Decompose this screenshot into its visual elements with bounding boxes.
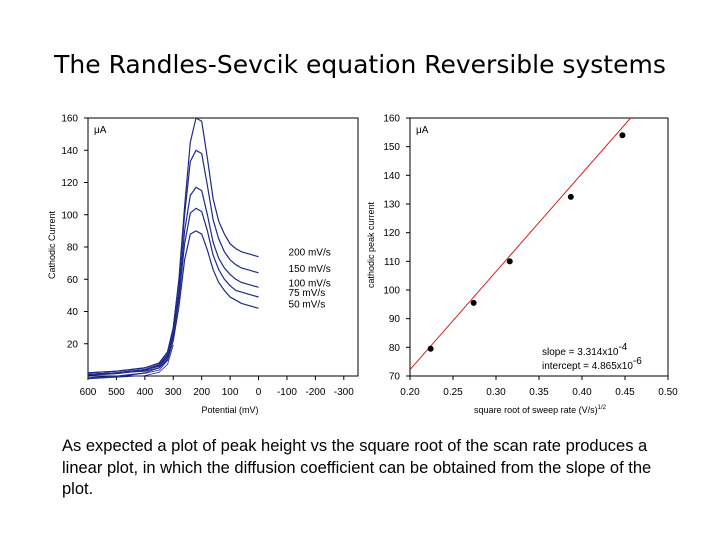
right-y-tick-label: 80 (389, 343, 401, 354)
left-x-tick-label: 100 (222, 387, 239, 398)
right-x-tick-label: 0.35 (529, 387, 549, 398)
scan-rate-label: 50 mV/s (289, 299, 326, 310)
left-y-tick-label: 100 (61, 210, 78, 221)
intercept-text: intercept = 4.865x10 (542, 361, 633, 372)
right-y-tick-label: 70 (389, 372, 401, 383)
left-x-tick-label: 400 (136, 387, 153, 398)
left-unit-label: μA (94, 125, 107, 136)
left-x-tick-label: -300 (334, 387, 354, 398)
data-point (619, 132, 626, 139)
voltammogram-curve (87, 186, 259, 375)
left-y-tick-label: 80 (67, 243, 79, 254)
left-y-tick-label: 120 (61, 178, 78, 189)
left-y-tick-label: 60 (67, 275, 79, 286)
slope-annotation: slope = 3.314x10-4 (542, 342, 628, 358)
right-y-tick-label: 110 (384, 257, 400, 268)
peak-current-chart: 0.20 0.25 0.30 0.35 0.40 0.45 0.50 70 80 90 100 110… (366, 114, 678, 416)
left-x-tick-label: -100 (277, 387, 297, 398)
left-y-tick-label: 40 (67, 307, 79, 318)
voltammogram-chart: 600 500 400 300 200 100 0 -100 -200 -300 20 40 60 80 1… (47, 114, 359, 415)
scan-rate-label: 150 mV/s (289, 264, 331, 275)
right-y-tick-label: 150 (383, 142, 400, 153)
left-y-tick-label: 140 (61, 146, 78, 157)
voltammogram-curve (87, 230, 259, 375)
right-x-tick-label: 0.25 (443, 387, 463, 398)
scan-rate-label: 200 mV/s (289, 248, 331, 259)
right-y-tick-label: 90 (389, 314, 401, 325)
slide-title: The Randles-Sevcik equation Reversible s… (54, 50, 666, 79)
right-y-tick-label: 120 (383, 228, 400, 239)
right-x-tick-label: 0.45 (615, 387, 635, 398)
right-x-tick-label: 0.20 (400, 387, 420, 398)
voltammogram-baseline-trace (87, 344, 174, 380)
right-x-tick-label: 0.50 (658, 387, 678, 398)
data-point (427, 345, 434, 352)
voltammogram-curve (87, 207, 259, 375)
right-y-tick-label: 100 (383, 286, 400, 297)
charts-area: 600 500 400 300 200 100 0 -100 -200 -300 20 40 60 80 1… (47, 114, 678, 416)
data-point (506, 258, 513, 265)
left-x-tick-label: 500 (108, 387, 125, 398)
data-point (470, 299, 477, 306)
left-x-tick-label: 600 (80, 387, 97, 398)
right-x-axis-label: square root of sweep rate (V/s)1/2 (474, 405, 607, 415)
slope-exponent: -4 (618, 342, 627, 353)
left-y-axis-label: Cathodic Current (47, 210, 57, 279)
left-x-tick-label: 300 (165, 387, 182, 398)
caption-text: As expected a plot of peak height vs the… (62, 437, 652, 498)
right-x-axis-label-sup: 1/2 (598, 405, 607, 411)
left-x-axis-label: Potential (mV) (201, 405, 258, 415)
left-y-tick-label: 20 (67, 339, 79, 350)
right-x-axis-label-text: square root of sweep rate (V/s) (474, 405, 598, 415)
intercept-exponent: -6 (633, 356, 642, 367)
right-y-tick-label: 140 (383, 171, 400, 182)
right-y-axis-label: cathodic peak current (366, 201, 376, 288)
left-x-tick-label: -200 (305, 387, 325, 398)
linear-fit-line (409, 117, 631, 371)
scan-rate-label: 75 mV/s (289, 288, 326, 299)
voltammogram-curve (87, 149, 259, 374)
slope-text: slope = 3.314x10 (542, 347, 619, 358)
left-x-tick-label: 0 (256, 387, 262, 398)
left-x-tick-label: 200 (193, 387, 210, 398)
intercept-annotation: intercept = 4.865x10-6 (542, 356, 642, 372)
right-y-tick-label: 130 (383, 200, 400, 211)
right-y-tick-label: 160 (383, 114, 400, 125)
data-point (567, 193, 574, 200)
left-y-tick-label: 160 (61, 114, 78, 125)
right-x-tick-label: 0.40 (572, 387, 592, 398)
right-plot-frame (409, 117, 669, 377)
right-x-tick-label: 0.30 (486, 387, 506, 398)
scan-rate-label: 100 mV/s (289, 278, 331, 289)
right-unit-label: μA (416, 125, 429, 136)
